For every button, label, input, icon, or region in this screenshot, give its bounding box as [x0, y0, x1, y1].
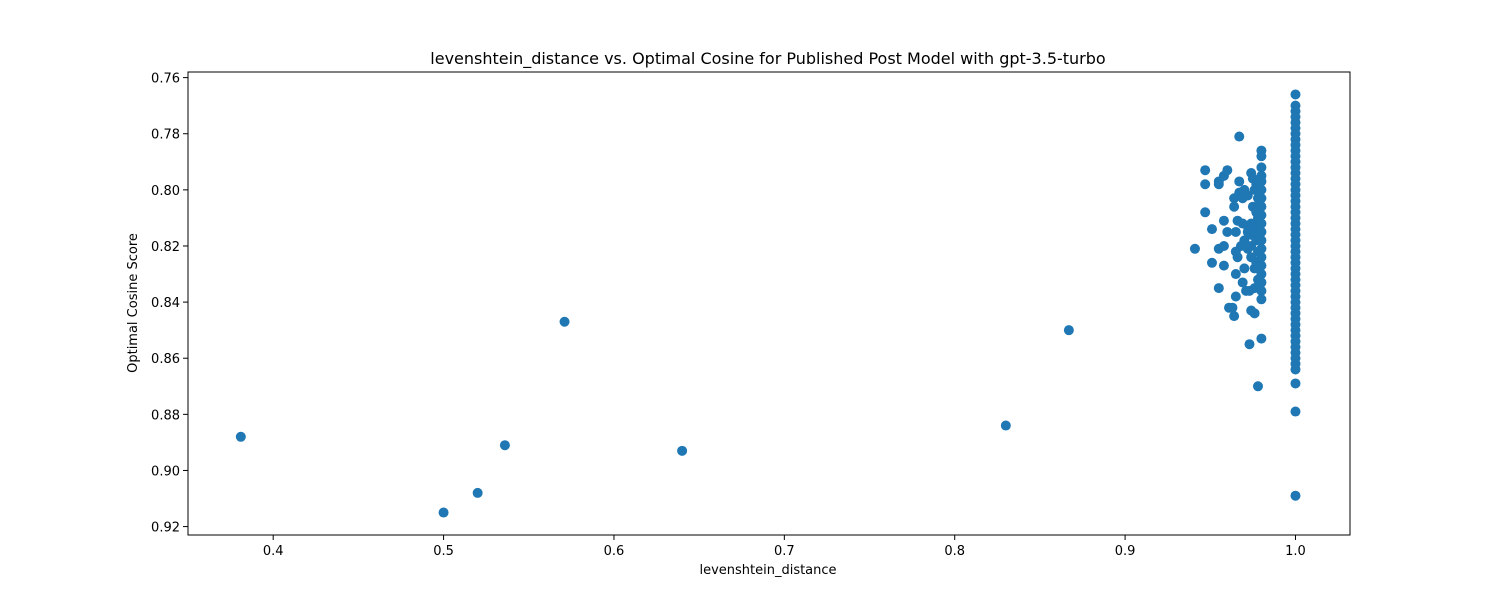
data-point: [1234, 176, 1245, 187]
data-point: [1230, 269, 1241, 280]
data-point: [472, 487, 483, 498]
data-point: [1230, 226, 1241, 237]
points-layer: [235, 89, 1301, 518]
data-point: [1239, 235, 1250, 246]
data-point: [1213, 283, 1224, 294]
y-tick-label: 0.84: [151, 296, 180, 311]
data-point: [1290, 89, 1301, 100]
data-point: [235, 431, 246, 442]
data-point: [1222, 226, 1233, 237]
data-point: [1222, 165, 1233, 176]
data-point: [1256, 333, 1267, 344]
y-axis: 0.76 0.78 0.80 0.82 0.84 0.86 0.88 0.90 0.92: [151, 72, 188, 536]
data-point: [1227, 302, 1238, 313]
data-point: [1256, 184, 1267, 195]
data-point: [1256, 193, 1267, 204]
plot-frame: [187, 71, 1351, 536]
data-point: [1290, 378, 1301, 389]
data-point: [1256, 210, 1267, 221]
x-axis-title: levenshtein_distance: [699, 563, 836, 578]
data-point: [1230, 291, 1241, 302]
data-point: [1256, 260, 1267, 271]
data-point: [1232, 252, 1243, 263]
y-tick-label: 0.76: [151, 72, 180, 87]
y-tick-label: 0.86: [151, 352, 180, 367]
x-tick-label: 0.9: [1115, 544, 1136, 559]
data-point: [1249, 308, 1260, 319]
data-point: [1256, 243, 1267, 254]
x-tick-label: 0.6: [604, 544, 625, 559]
y-tick-label: 0.90: [151, 464, 180, 479]
data-point: [677, 445, 688, 456]
data-point: [1239, 263, 1250, 274]
data-point: [1200, 207, 1211, 218]
data-point: [499, 440, 510, 451]
data-point: [438, 507, 449, 518]
data-point: [1290, 490, 1301, 501]
data-point: [1213, 179, 1224, 190]
data-point: [1290, 406, 1301, 417]
data-point: [1218, 215, 1229, 226]
x-tick-label: 0.5: [433, 544, 454, 559]
data-point: [1200, 165, 1211, 176]
data-point: [1256, 235, 1267, 246]
y-tick-label: 0.78: [151, 128, 180, 143]
data-point: [1189, 243, 1200, 254]
data-point: [1234, 131, 1245, 142]
x-tick-label: 1.0: [1285, 544, 1306, 559]
data-point: [1256, 151, 1267, 162]
data-point: [1218, 260, 1229, 271]
data-point: [1256, 269, 1267, 280]
x-tick-label: 0.7: [774, 544, 795, 559]
data-point: [1252, 381, 1263, 392]
x-tick-label: 0.4: [263, 544, 284, 559]
y-tick-label: 0.92: [151, 521, 180, 536]
data-point: [1256, 285, 1267, 296]
data-point: [1256, 201, 1267, 212]
data-point: [1229, 311, 1240, 322]
data-point: [1206, 224, 1217, 235]
data-point: [1229, 201, 1240, 212]
x-axis: 0.4 0.5 0.6 0.7 0.8 0.9 1.0: [263, 535, 1306, 559]
data-point: [1063, 325, 1074, 336]
data-point: [1218, 240, 1229, 251]
data-point: [1290, 364, 1301, 375]
data-point: [1256, 176, 1267, 187]
data-point: [1256, 218, 1267, 229]
y-axis-title: Optimal Cosine Score: [126, 233, 141, 373]
y-tick-label: 0.82: [151, 240, 180, 255]
data-point: [1200, 179, 1211, 190]
data-point: [1256, 252, 1267, 263]
chart-title: levenshtein_distance vs. Optimal Cosine …: [430, 49, 1105, 69]
data-point: [1242, 190, 1253, 201]
data-point: [1244, 339, 1255, 350]
data-point: [1000, 420, 1011, 431]
data-point: [1237, 277, 1248, 288]
data-point: [1256, 226, 1267, 237]
data-point: [1256, 294, 1267, 305]
data-point: [559, 316, 570, 327]
data-point: [1256, 162, 1267, 173]
data-point: [1256, 277, 1267, 288]
y-tick-label: 0.88: [151, 408, 180, 423]
data-point: [1206, 257, 1217, 268]
y-tick-label: 0.80: [151, 184, 180, 199]
x-tick-label: 0.8: [944, 544, 965, 559]
